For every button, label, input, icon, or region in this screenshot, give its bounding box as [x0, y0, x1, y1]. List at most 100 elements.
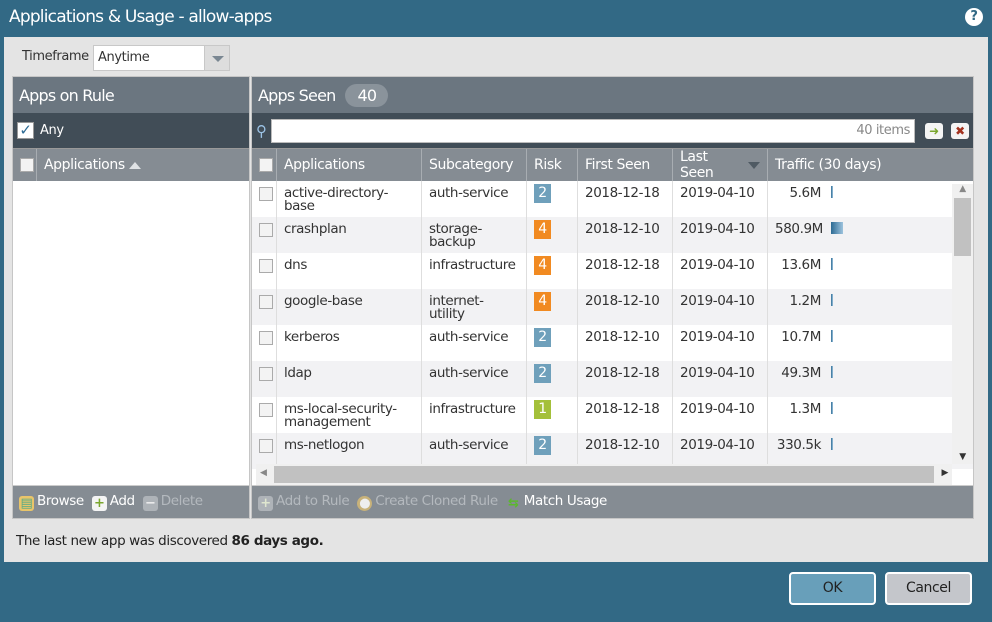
create-cloned-rule-button[interactable]: ● Create Cloned Rule — [357, 493, 498, 511]
risk-badge: 4 — [534, 292, 551, 311]
column-risk[interactable]: Risk — [527, 149, 578, 181]
plus-icon: + — [91, 496, 107, 511]
select-all-checkbox[interactable] — [252, 149, 277, 181]
apps-seen-panel: Apps Seen 40 ⚲ 40 items ➜ ✖ Applications … — [251, 76, 974, 519]
table-row[interactable]: active-directory-base auth-service 2 201… — [252, 181, 973, 217]
select-all-checkbox[interactable] — [13, 149, 37, 181]
app-name[interactable]: kerberos — [277, 325, 422, 361]
risk-badge: 2 — [534, 364, 551, 383]
first-seen: 2018-12-10 — [578, 217, 673, 253]
help-icon[interactable]: ? — [965, 8, 983, 26]
risk-badge: 1 — [534, 400, 551, 419]
column-applications[interactable]: Applications — [277, 149, 422, 181]
first-seen: 2018-12-10 — [578, 325, 673, 361]
row-checkbox[interactable] — [259, 403, 273, 417]
app-name[interactable]: ms-netlogon — [277, 433, 422, 469]
traffic-value: 330.5k — [776, 437, 821, 453]
subcategory: auth-service — [422, 433, 527, 469]
app-name[interactable]: dns — [277, 253, 422, 289]
table-row[interactable]: ldap auth-service 2 2018-12-18 2019-04-1… — [252, 361, 973, 397]
traffic-bar — [831, 294, 833, 306]
apply-filter-icon[interactable]: ➜ — [925, 122, 943, 139]
traffic-bar — [831, 186, 833, 198]
apps-table: active-directory-base auth-service 2 201… — [252, 181, 973, 469]
table-row[interactable]: dns infrastructure 4 2018-12-18 2019-04-… — [252, 253, 973, 289]
any-label: Any — [40, 123, 64, 138]
chevron-down-icon[interactable] — [204, 46, 229, 70]
traffic-bar — [831, 366, 833, 378]
any-checkbox[interactable]: ✓ — [17, 122, 34, 139]
subcategory: infrastructure — [422, 397, 527, 433]
last-seen: 2019-04-10 — [673, 181, 768, 217]
row-checkbox[interactable] — [259, 259, 273, 273]
add-to-rule-button[interactable]: + Add to Rule — [258, 493, 350, 511]
add-button[interactable]: + Add — [91, 493, 135, 511]
timeframe-value: Anytime — [98, 50, 150, 65]
subcategory: storage-backup — [422, 217, 527, 253]
risk-badge: 2 — [534, 184, 551, 203]
column-applications[interactable]: Applications — [37, 149, 148, 181]
row-checkbox[interactable] — [259, 187, 273, 201]
first-seen: 2018-12-10 — [578, 289, 673, 325]
app-name[interactable]: crashplan — [277, 217, 422, 253]
vertical-scrollbar[interactable]: ▲ ▼ — [952, 184, 973, 464]
row-checkbox[interactable] — [259, 331, 273, 345]
traffic-value: 1.2M — [789, 293, 821, 309]
traffic-value: 1.3M — [789, 401, 821, 417]
row-checkbox[interactable] — [259, 439, 273, 453]
app-name[interactable]: ms-local-security-management — [277, 397, 422, 433]
cancel-button[interactable]: Cancel — [885, 572, 972, 605]
traffic-value: 580.9M — [775, 221, 823, 237]
traffic-value: 49.3M — [781, 365, 821, 381]
panel-title: Apps on Rule — [13, 77, 249, 113]
app-name[interactable]: active-directory-base — [277, 181, 422, 217]
search-input[interactable]: 40 items — [270, 118, 915, 143]
row-checkbox[interactable] — [259, 367, 273, 381]
last-seen: 2019-04-10 — [673, 253, 768, 289]
traffic-value: 5.6M — [789, 185, 821, 201]
column-subcategory[interactable]: Subcategory — [422, 149, 527, 181]
traffic-value: 10.7M — [781, 329, 821, 345]
horizontal-scrollbar[interactable]: ◀ ▶ — [256, 464, 952, 486]
traffic-bar — [831, 402, 833, 414]
browse-button[interactable]: ▤ Browse — [19, 493, 84, 511]
row-checkbox[interactable] — [259, 295, 273, 309]
table-row[interactable]: kerberos auth-service 2 2018-12-10 2019-… — [252, 325, 973, 361]
panel-title: Apps Seen — [258, 85, 336, 105]
window-title: Applications & Usage - allow-apps — [9, 7, 272, 27]
apps-on-rule-panel: Apps on Rule ✓ Any Applications ▤ Browse +… — [12, 76, 250, 519]
clear-filter-icon[interactable]: ✖ — [951, 122, 969, 139]
app-name[interactable]: ldap — [277, 361, 422, 397]
subcategory: auth-service — [422, 325, 527, 361]
table-row[interactable]: crashplan storage-backup 4 2018-12-10 20… — [252, 217, 973, 253]
last-seen: 2019-04-10 — [673, 217, 768, 253]
match-usage-button[interactable]: ⇆ Match Usage — [506, 493, 607, 511]
search-icon: ⚲ — [256, 121, 267, 140]
table-row[interactable]: google-base internet-utility 4 2018-12-1… — [252, 289, 973, 325]
row-checkbox[interactable] — [259, 223, 273, 237]
traffic-bar — [831, 438, 833, 450]
column-first-seen[interactable]: First Seen — [578, 149, 673, 181]
table-row[interactable]: ms-netlogon auth-service 2 2018-12-10 20… — [252, 433, 973, 469]
traffic-bar — [831, 330, 833, 342]
traffic-value: 13.6M — [781, 257, 821, 273]
risk-badge: 2 — [534, 328, 551, 347]
sort-desc-icon — [748, 161, 760, 175]
last-seen: 2019-04-10 — [673, 397, 768, 433]
timeframe-select[interactable]: Anytime — [93, 45, 230, 71]
table-row[interactable]: ms-local-security-management infrastruct… — [252, 397, 973, 433]
ok-button[interactable]: OK — [789, 572, 876, 605]
risk-badge: 4 — [534, 256, 551, 275]
traffic-bar — [831, 258, 833, 270]
first-seen: 2018-12-18 — [578, 361, 673, 397]
first-seen: 2018-12-18 — [578, 181, 673, 217]
folder-icon: ▤ — [19, 496, 34, 511]
last-seen: 2019-04-10 — [673, 325, 768, 361]
first-seen: 2018-12-18 — [578, 253, 673, 289]
traffic-bar — [831, 222, 843, 234]
column-traffic[interactable]: Traffic (30 days) — [775, 157, 882, 173]
delete-button[interactable]: − Delete — [142, 493, 203, 511]
app-name[interactable]: google-base — [277, 289, 422, 325]
column-last-seen[interactable]: Last Seen — [673, 149, 768, 181]
last-seen: 2019-04-10 — [673, 361, 768, 397]
